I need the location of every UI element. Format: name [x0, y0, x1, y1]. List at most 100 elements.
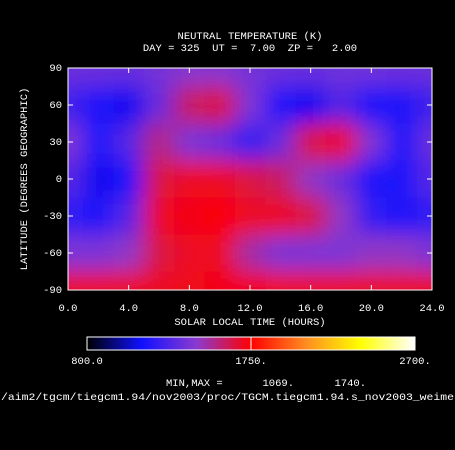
heatmap-cell	[204, 68, 236, 87]
heatmap-cell	[113, 160, 145, 198]
heatmap-cell	[265, 160, 296, 198]
chart-subtitle: DAY = 325 UT = 7.00 ZP = 2.00	[143, 43, 357, 55]
heatmap-cell	[68, 68, 84, 87]
heatmap-cell	[325, 160, 357, 198]
colorbar-tick-label: 1750.	[235, 356, 267, 368]
heatmap-cell	[386, 160, 418, 198]
heatmap-cell	[356, 197, 387, 235]
x-tick-label: 20.0	[359, 303, 384, 315]
heatmap-cell	[234, 123, 266, 161]
heatmap-cell	[386, 197, 418, 235]
heatmap-cell	[83, 68, 114, 87]
heatmap-cell	[325, 68, 357, 87]
heatmap-cell	[204, 86, 236, 124]
heatmap-cell	[356, 86, 387, 124]
heatmap-cell	[386, 271, 418, 290]
heatmap-cell	[174, 86, 205, 124]
heatmap-cell	[356, 234, 387, 272]
heatmap-cell	[386, 86, 418, 124]
heatmap-cell	[234, 86, 266, 124]
min-value: 1069.	[262, 378, 294, 390]
heatmap-cell	[83, 271, 114, 290]
heatmap-cell	[68, 271, 84, 290]
heatmap-cell	[113, 197, 145, 235]
heatmap-cell	[265, 271, 296, 290]
heatmap-cell	[68, 123, 84, 161]
heatmap-cell	[143, 68, 175, 87]
heatmap-cell	[416, 68, 432, 87]
heatmap-cell	[325, 271, 357, 290]
heatmap-cell	[83, 234, 114, 272]
heatmap-cell	[143, 86, 175, 124]
heatmap-cell	[143, 160, 175, 198]
y-tick-label: -30	[43, 211, 62, 223]
x-axis-label: SOLAR LOCAL TIME (HOURS)	[174, 317, 325, 329]
heatmap-cell	[416, 160, 432, 198]
x-tick-label: 16.0	[298, 303, 323, 315]
heatmap-cell	[83, 197, 114, 235]
heatmap-cell	[325, 234, 357, 272]
heatmap-cell	[265, 197, 296, 235]
y-tick-label: -60	[43, 248, 62, 260]
heatmap	[68, 68, 432, 290]
heatmap-cell	[325, 123, 357, 161]
heatmap-cell	[325, 197, 357, 235]
heatmap-cell	[68, 197, 84, 235]
heatmap-cell	[204, 271, 236, 290]
heatmap-cell	[174, 123, 205, 161]
heatmap-cell	[416, 271, 432, 290]
heatmap-cell	[416, 234, 432, 272]
colorbar-tick-label: 800.0	[71, 356, 103, 368]
heatmap-cell	[174, 160, 205, 198]
heatmap-cell	[386, 123, 418, 161]
x-tick-label: 12.0	[237, 303, 262, 315]
heatmap-cell	[204, 123, 236, 161]
y-tick-label: 0	[56, 174, 62, 186]
heatmap-cell	[174, 234, 205, 272]
heatmap-cell	[416, 86, 432, 124]
heatmap-cell	[113, 68, 145, 87]
heatmap-cell	[295, 160, 327, 198]
heatmap-cell	[68, 234, 84, 272]
heatmap-cell	[143, 271, 175, 290]
heatmap-cell	[295, 123, 327, 161]
heatmap-cell	[234, 160, 266, 198]
heatmap-cell	[416, 197, 432, 235]
heatmap-cell	[174, 271, 205, 290]
y-tick-label: 60	[49, 100, 62, 112]
max-value: 1740.	[334, 378, 366, 390]
x-tick-label: 24.0	[419, 303, 444, 315]
x-tick-label: 4.0	[119, 303, 138, 315]
heatmap-cell	[295, 197, 327, 235]
heatmap-cell	[265, 68, 296, 87]
heatmap-cell	[143, 234, 175, 272]
chart-title: NEUTRAL TEMPERATURE (K)	[178, 31, 323, 43]
heatmap-cell	[356, 123, 387, 161]
heatmap-cell	[295, 271, 327, 290]
heatmap-cell	[113, 86, 145, 124]
heatmap-cell	[295, 68, 327, 87]
heatmap-cell	[265, 123, 296, 161]
y-tick-label: 30	[49, 137, 62, 149]
heatmap-cell	[234, 68, 266, 87]
colorbar-tick-label: 2700.	[399, 356, 431, 368]
plot-area	[68, 68, 432, 290]
heatmap-cell	[83, 123, 114, 161]
heatmap-cell	[174, 68, 205, 87]
heatmap-cell	[265, 86, 296, 124]
heatmap-cell	[295, 86, 327, 124]
heatmap-cell	[234, 234, 266, 272]
heatmap-cell	[204, 197, 236, 235]
heatmap-cell	[386, 234, 418, 272]
heatmap-cell	[113, 123, 145, 161]
heatmap-cell	[68, 160, 84, 198]
y-tick-label: 90	[49, 63, 62, 75]
heatmap-cell	[356, 68, 387, 87]
heatmap-cell	[204, 160, 236, 198]
heatmap-cell	[174, 197, 205, 235]
heatmap-cell	[143, 197, 175, 235]
heatmap-cell	[204, 234, 236, 272]
heatmap-cell	[234, 271, 266, 290]
heatmap-cell	[68, 86, 84, 124]
